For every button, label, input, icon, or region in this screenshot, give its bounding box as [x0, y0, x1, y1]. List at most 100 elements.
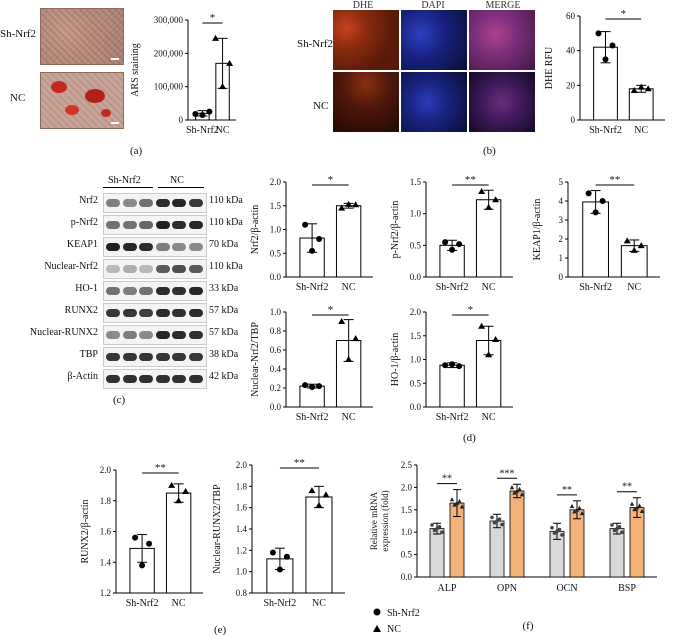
bar-Sh-Nrf2	[429, 528, 445, 578]
y-tick-label: 0.0	[270, 402, 282, 412]
y-axis-label: Nuclear-RUNX2/TBP	[212, 484, 223, 574]
y-tick-label: 0.2	[270, 383, 281, 393]
dhe-row-label-shnrf2: Sh-Nrf2	[297, 38, 334, 50]
blot-band	[122, 243, 137, 251]
y-tick-label: 0.5	[270, 248, 282, 258]
data-point	[302, 382, 309, 389]
x-tick-label: Sh-Nrf2	[589, 125, 622, 136]
y-tick-label: 1.0	[410, 355, 422, 365]
blot-band	[188, 331, 203, 339]
data-point	[569, 503, 575, 509]
blot-label: HO-1	[75, 283, 98, 294]
blot-band	[155, 331, 170, 339]
y-axis-label: RUNX2/β-actin	[80, 500, 91, 564]
y-tick-label: 0.5	[401, 550, 413, 560]
blot-band	[188, 265, 203, 273]
significance-label: *	[621, 8, 627, 20]
blot-strip	[103, 281, 207, 301]
data-point	[623, 237, 631, 244]
data-point	[192, 111, 199, 117]
blot-label: RUNX2	[64, 305, 98, 316]
blot-label: Nuclear-RUNX2	[29, 327, 98, 338]
data-point	[345, 356, 353, 362]
mrna-expression-chart: 0.0 0.5 1.0 1.5 2.0 2.5 Relative mRNA expressio…	[369, 460, 657, 635]
data-point	[442, 239, 449, 246]
blot-band	[188, 309, 203, 317]
blot-band	[139, 331, 153, 339]
data-point	[132, 534, 139, 541]
y-tick-label: 5	[559, 177, 564, 187]
blot-kda: 57 kDa	[209, 327, 239, 338]
data-point	[269, 549, 276, 556]
x-tick-label: Sh-Nrf2	[296, 282, 329, 293]
dhe-rfu-chart: 0 20 40 60 DHE RFU Sh-Nrf2 NC *	[544, 8, 665, 136]
significance-label: **	[442, 474, 452, 485]
data-point	[226, 59, 234, 66]
data-point	[644, 85, 652, 92]
data-point	[219, 83, 227, 90]
blot-band	[172, 221, 186, 229]
blot-band	[122, 287, 137, 295]
y-axis-label: Nrf2/β-actin	[250, 205, 261, 255]
data-point	[175, 497, 183, 504]
data-point	[497, 517, 502, 522]
data-point	[612, 528, 617, 533]
data-point	[572, 509, 577, 514]
data-point	[352, 335, 360, 342]
data-point	[574, 507, 580, 512]
nrf2-actin-chart: 0.0 0.5 1.0 1.5 2.0 Nrf2/β-actin Sh-Nrf2 NC *	[250, 174, 373, 293]
blot-band	[139, 265, 153, 273]
y-tick-label: 20	[566, 80, 576, 90]
blot-kda: 110 kDa	[209, 195, 243, 206]
merge-column-title: MERGE	[485, 0, 521, 11]
nuclear-nrf2-tbp-chart: 0.0 0.2 0.4 0.6 0.8 1.0 Nuclear-Nrf2/TBP Sh-Nrf…	[250, 304, 373, 423]
ars-micrograph-shnrf2	[40, 8, 124, 65]
blot-band	[122, 331, 137, 339]
data-point	[509, 485, 515, 490]
blot-band	[172, 287, 186, 295]
panel-label-c: (c)	[113, 394, 126, 406]
dapi-column-title: DAPI	[421, 0, 445, 11]
data-point	[283, 553, 290, 560]
runx2-actin-chart: 1.2 1.4 1.6 1.8 2.0 RUNX2/β-actin Sh-Nrf2 NC **	[80, 462, 203, 609]
blot-band	[106, 243, 120, 251]
data-point	[490, 515, 494, 520]
y-axis-label: HO-1/β-actin	[390, 333, 401, 386]
blot-kda: 38 kDa	[209, 349, 239, 360]
data-point	[440, 530, 444, 534]
data-point	[182, 488, 190, 495]
data-point	[442, 362, 449, 369]
data-point	[485, 203, 493, 210]
y-tick-label: 1.0	[270, 225, 282, 235]
ars-row-label-nc: NC	[10, 92, 26, 104]
y-tick-label: 1.5	[401, 505, 413, 515]
x-tick-label: Sh-Nrf2	[264, 598, 297, 609]
nuclear-runx2-tbp-chart: 0.8 1.0 1.2 1.4 1.6 1.8 2.0 Nuclear-RUNX2/TBP Sh…	[212, 457, 345, 609]
y-tick-label: 0.8	[236, 588, 248, 598]
y-tick-label: 0	[559, 272, 564, 282]
data-point	[579, 510, 585, 516]
data-point	[459, 504, 465, 509]
data-point	[456, 241, 463, 248]
blot-label: TBP	[79, 349, 98, 360]
panel-label-a: (a)	[130, 145, 143, 157]
y-axis-label: ARS staining	[130, 43, 141, 97]
blot-band	[106, 221, 120, 229]
y-tick-label: 300,000	[154, 15, 184, 25]
bar-1	[305, 496, 333, 594]
blot-band	[172, 243, 186, 251]
blot-group-label-nc: NC	[170, 175, 184, 186]
dapi-image-shnrf2	[401, 10, 467, 70]
significance-label: **	[155, 462, 166, 474]
data-point	[322, 491, 330, 498]
blot-band	[139, 221, 153, 229]
panel-label-b: (b)	[483, 145, 496, 157]
data-point	[592, 209, 599, 216]
y-axis-label: expression (fold)	[380, 490, 390, 551]
legend-marker-shnrf2	[373, 608, 381, 616]
data-point	[485, 351, 493, 358]
pnrf2-actin-chart: 0.0 0.5 1.0 1.5 p-Nrf2/β-actin Sh-Nrf2 NC **	[390, 174, 513, 293]
blot-group-label-shnrf2: Sh-Nrf2	[108, 175, 141, 186]
blot-label: Nrf2	[79, 195, 98, 206]
y-axis-label: DHE RFU	[544, 46, 555, 89]
